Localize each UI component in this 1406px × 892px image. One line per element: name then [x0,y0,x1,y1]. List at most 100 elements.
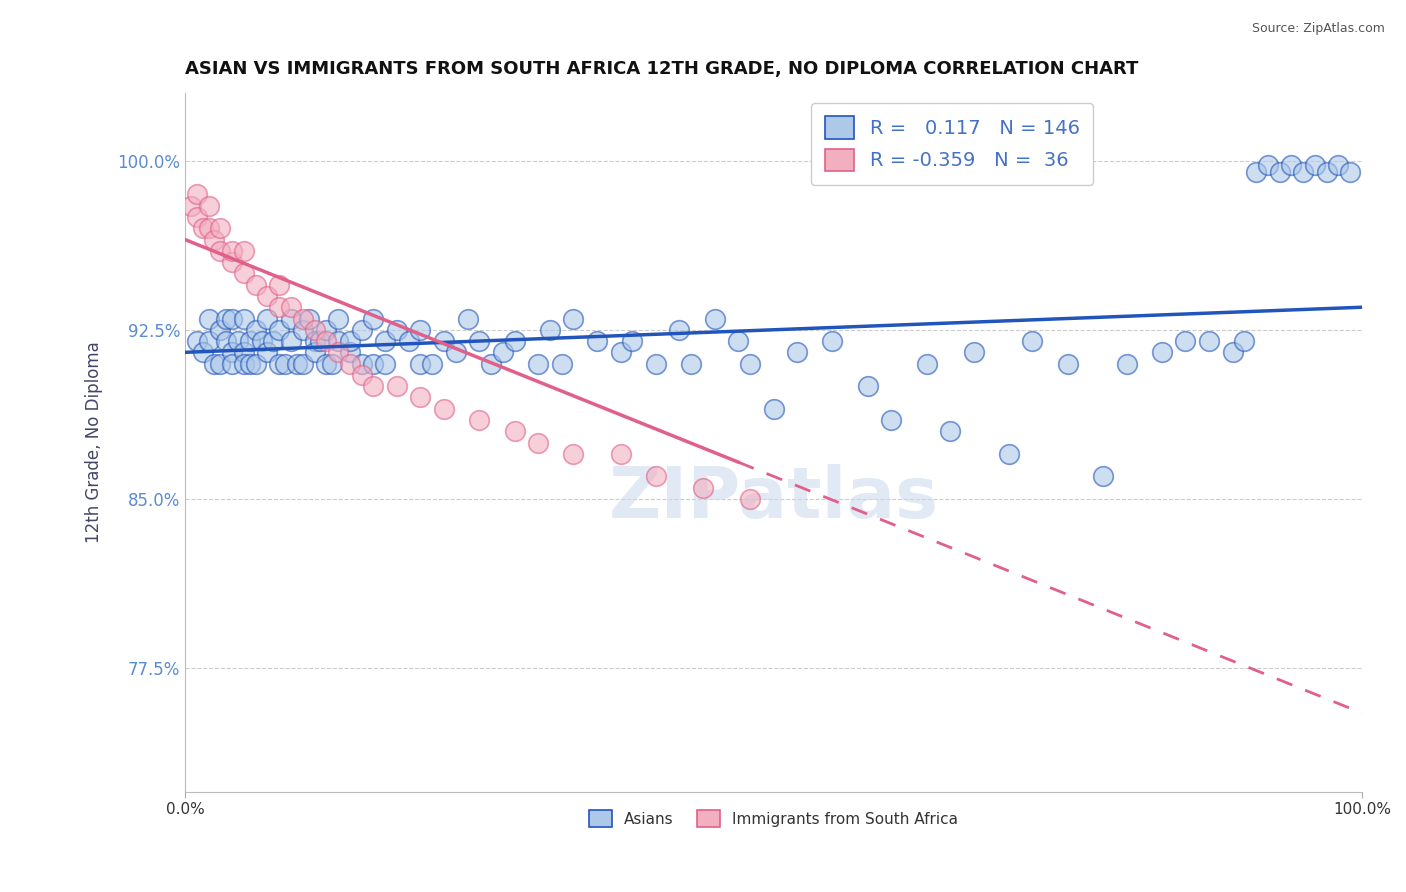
Point [269,277,291,292]
Point [245,357,267,371]
Point [398,334,420,348]
Point [232,244,254,258]
Y-axis label: 12th Grade, No Diploma: 12th Grade, No Diploma [86,342,103,543]
Text: ZIPatlas: ZIPatlas [609,464,939,533]
Point [433,401,456,416]
Point [468,413,491,427]
Point [269,357,291,371]
Point [321,357,343,371]
Point [186,187,208,202]
Point [457,311,479,326]
Point [304,345,326,359]
Point [1222,345,1244,359]
Point [239,357,262,371]
Point [385,323,408,337]
Point [215,334,238,348]
Text: ASIAN VS IMMIGRANTS FROM SOUTH AFRICA 12TH GRADE, NO DIPLOMA CORRELATION CHART: ASIAN VS IMMIGRANTS FROM SOUTH AFRICA 12… [186,60,1139,78]
Point [232,345,254,359]
Point [245,323,267,337]
Point [1268,165,1291,179]
Point [1198,334,1220,348]
Point [468,334,491,348]
Point [374,357,396,371]
Point [350,368,373,382]
Point [326,334,349,348]
Point [1174,334,1197,348]
Point [239,334,262,348]
Point [256,345,278,359]
Point [197,221,219,235]
Point [444,345,467,359]
Point [738,357,761,371]
Point [409,323,432,337]
Point [681,357,703,371]
Point [256,311,278,326]
Point [232,357,254,371]
Point [374,334,396,348]
Point [309,334,332,348]
Point [315,334,337,348]
Point [250,334,273,348]
Point [326,345,349,359]
Point [350,357,373,371]
Point [939,424,962,438]
Point [527,435,550,450]
Point [915,357,938,371]
Point [191,221,214,235]
Point [245,277,267,292]
Point [786,345,808,359]
Point [291,323,314,337]
Point [1279,158,1302,172]
Point [538,323,561,337]
Point [562,311,585,326]
Point [304,323,326,337]
Point [197,311,219,326]
Point [291,357,314,371]
Point [738,491,761,506]
Point [315,357,337,371]
Point [209,357,232,371]
Point [420,357,443,371]
Point [326,311,349,326]
Point [1233,334,1256,348]
Point [186,334,208,348]
Point [180,199,202,213]
Point [692,481,714,495]
Point [1150,345,1173,359]
Point [1092,469,1115,483]
Point [269,323,291,337]
Point [550,357,572,371]
Point [1339,165,1361,179]
Point [232,267,254,281]
Point [562,447,585,461]
Point [280,311,302,326]
Point [274,357,297,371]
Point [479,357,502,371]
Point [221,345,243,359]
Point [221,244,243,258]
Point [363,379,385,393]
Legend: Asians, Immigrants from South Africa: Asians, Immigrants from South Africa [583,805,965,833]
Point [186,210,208,224]
Point [1115,357,1137,371]
Point [762,401,785,416]
Point [503,334,526,348]
Point [209,323,232,337]
Point [503,424,526,438]
Point [492,345,515,359]
Point [1244,165,1267,179]
Point [703,311,725,326]
Point [204,233,226,247]
Point [433,334,456,348]
Point [269,300,291,314]
Point [668,323,690,337]
Point [256,289,278,303]
Point [221,357,243,371]
Point [856,379,879,393]
Point [644,357,666,371]
Point [821,334,844,348]
Point [197,334,219,348]
Point [285,357,308,371]
Point [197,199,219,213]
Text: Source: ZipAtlas.com: Source: ZipAtlas.com [1251,22,1385,36]
